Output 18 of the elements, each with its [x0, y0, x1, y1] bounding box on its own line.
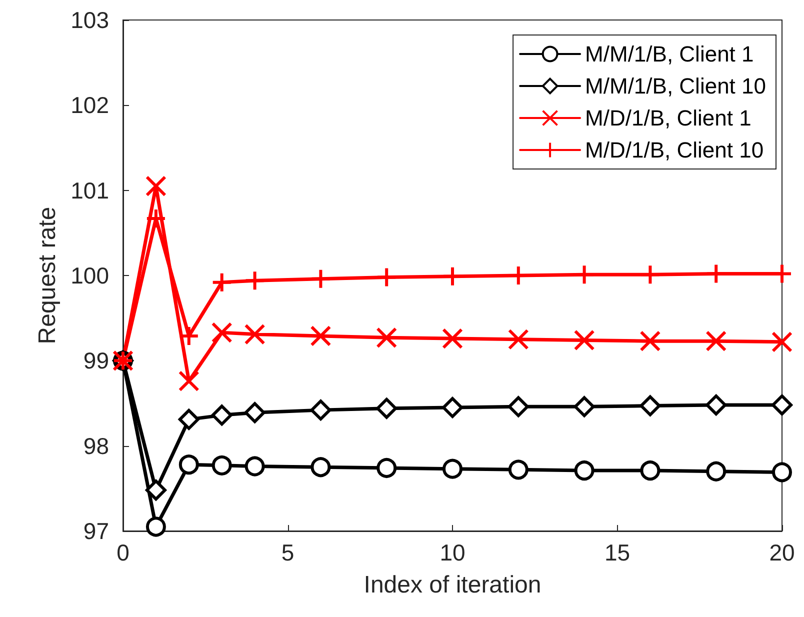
y-tick-label: 97 [83, 518, 109, 544]
y-tick-label: 102 [70, 92, 109, 118]
x-tick-label: 5 [281, 540, 294, 566]
legend-label: M/M/1/B, Client 1 [585, 42, 754, 66]
y-tick-label: 101 [70, 177, 109, 204]
legend-label: M/D/1/B, Client 1 [585, 106, 752, 130]
y-tick-label: 99 [83, 348, 109, 374]
y-tick-label: 103 [70, 7, 109, 33]
y-tick-label: 100 [70, 262, 109, 288]
x-tick-label: 20 [769, 540, 795, 566]
x-tick-label: 15 [604, 540, 630, 566]
x-axis-title: Index of iteration [364, 572, 542, 598]
x-tick-label: 0 [116, 540, 130, 566]
x-tick-label: 10 [440, 540, 466, 566]
legend-label: M/M/1/B, Client 10 [585, 74, 766, 98]
legend-label: M/D/1/B, Client 10 [585, 138, 764, 162]
y-tick-label: 98 [83, 432, 109, 459]
y-axis-title: Request rate [34, 206, 62, 344]
